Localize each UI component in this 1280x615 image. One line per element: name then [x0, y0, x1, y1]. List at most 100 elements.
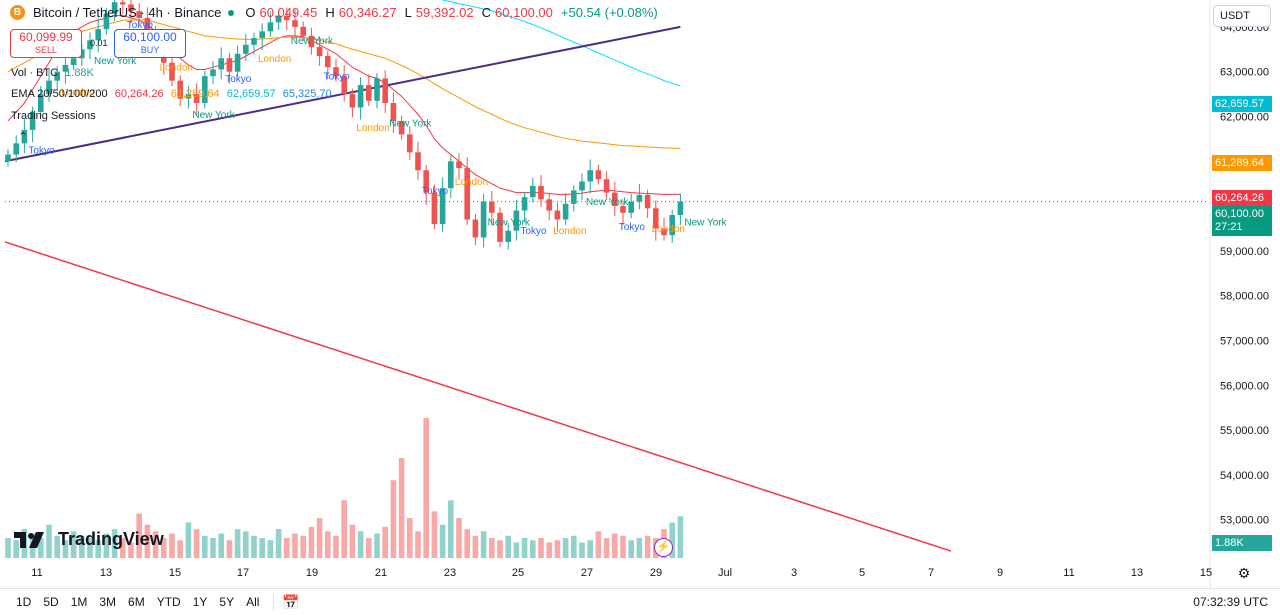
volume-bar	[275, 529, 282, 558]
candle-body	[21, 129, 28, 144]
price-chart[interactable]: 64,000.0063,000.0062,000.0061,000.0059,0…	[0, 0, 1280, 588]
y-tick-label: 59,000.00	[1220, 246, 1269, 258]
candle-body	[210, 69, 216, 77]
sell-button[interactable]: 60,099.99 SELL	[10, 29, 82, 58]
session-label: London	[553, 226, 586, 237]
y-tick-label: 53,000.00	[1220, 515, 1269, 527]
volume-bar	[79, 535, 85, 558]
buy-button[interactable]: 60,100.00 BUY	[114, 29, 186, 58]
range-button-all[interactable]: All	[240, 595, 265, 609]
candle-body	[325, 56, 331, 68]
range-button-ytd[interactable]: YTD	[151, 595, 187, 609]
candle-body	[95, 29, 101, 41]
candle-body	[456, 161, 462, 168]
range-button-1m[interactable]: 1M	[65, 595, 94, 609]
y-tick-label: 57,000.00	[1220, 335, 1269, 347]
volume-bar	[431, 511, 438, 558]
candle-body	[579, 181, 585, 191]
candle-body	[521, 197, 528, 211]
last-price-tag: 60,100.00 27:21	[1212, 206, 1272, 236]
range-button-1y[interactable]: 1Y	[187, 595, 214, 609]
x-tick-label: 15	[1200, 567, 1212, 579]
y-tick-label: 55,000.00	[1220, 425, 1269, 437]
candle-body	[275, 15, 282, 23]
volume-bar	[538, 538, 544, 558]
candle-body	[251, 38, 257, 45]
range-button-6m[interactable]: 6M	[122, 595, 151, 609]
volume-bar	[546, 542, 552, 558]
volume-bar	[120, 538, 126, 558]
candle-body	[423, 170, 429, 193]
tradingview-logo[interactable]: TradingView	[14, 529, 164, 550]
currency-selector[interactable]: USDT	[1213, 5, 1271, 27]
volume-bar	[70, 531, 77, 558]
volume-bar	[456, 518, 462, 558]
ema50-line	[7, 19, 681, 149]
volume-bar	[603, 538, 610, 558]
range-button-5y[interactable]: 5Y	[213, 595, 240, 609]
range-button-5d[interactable]: 5D	[37, 595, 64, 609]
candle-body	[431, 192, 438, 224]
y-tick-label: 63,000.00	[1220, 67, 1269, 79]
volume-bar	[38, 538, 44, 558]
candle-body	[243, 44, 249, 54]
y-tick-label: 54,000.00	[1220, 470, 1269, 482]
range-button-1d[interactable]: 1D	[10, 595, 37, 609]
candle-body	[292, 20, 298, 27]
candle-body	[259, 31, 265, 39]
session-label: London	[258, 54, 291, 65]
volume-bar	[136, 513, 142, 558]
candle-body	[374, 78, 380, 101]
chevron-up-icon[interactable]: ⌃	[18, 131, 28, 143]
market-status-dot	[228, 9, 235, 16]
session-label: New York	[291, 36, 334, 47]
toolbar-divider	[273, 594, 275, 610]
candle-body	[29, 112, 36, 130]
volume-bar	[472, 535, 479, 558]
x-tick-label: 13	[1131, 567, 1143, 579]
volume-bar	[636, 538, 643, 558]
x-tick-label: 11	[31, 567, 42, 579]
volume-bar	[62, 540, 69, 558]
sessions-legend[interactable]: Trading Sessions	[11, 110, 100, 122]
x-tick-label: Jul	[718, 567, 732, 579]
candle-body	[218, 58, 224, 70]
candle-body	[349, 94, 356, 108]
range-button-3m[interactable]: 3M	[93, 595, 122, 609]
volume-bar	[628, 540, 634, 558]
volume-bar	[415, 531, 421, 558]
candle-body	[120, 2, 126, 5]
candle-body	[636, 194, 643, 202]
candle-body	[513, 210, 520, 231]
bitcoin-icon: B	[10, 5, 25, 20]
ema-legend[interactable]: EMA 20/50/100/200 60,264.26 61,289.64 62…	[11, 88, 336, 100]
volume-bar	[13, 540, 19, 558]
tradingview-logo-icon	[14, 531, 44, 548]
volume-bar	[325, 531, 331, 558]
symbol-title[interactable]: Bitcoin / TetherUS · 4h · Binance	[33, 5, 222, 20]
candle-body	[439, 188, 446, 224]
volume-bar	[521, 538, 528, 558]
volume-bar	[579, 542, 585, 558]
utc-clock[interactable]: 07:32:39 UTC	[1193, 595, 1268, 609]
red-trendline[interactable]	[4, 241, 952, 552]
candle-body	[234, 53, 241, 72]
candle-body	[554, 210, 561, 220]
volume-bar	[587, 540, 593, 558]
tradingview-logo-text: TradingView	[58, 529, 164, 549]
candle-body	[480, 201, 487, 238]
candle-body	[390, 103, 397, 121]
volume-bar	[103, 533, 110, 558]
gear-icon[interactable]: ⚙	[1237, 565, 1251, 581]
lightning-icon[interactable]: ⚡	[654, 538, 673, 557]
y-tick-label: 64,000.00	[1220, 22, 1269, 34]
candle-body	[62, 64, 69, 72]
volume-bar	[357, 531, 364, 558]
high-value: 60,346.27	[338, 5, 397, 20]
ema100-price-tag: 62,659.57	[1212, 96, 1272, 112]
candle-body	[587, 170, 593, 182]
calendar-icon[interactable]: 📅	[282, 593, 300, 610]
volume-bar	[349, 524, 356, 558]
volume-legend[interactable]: Vol · BTC 1.88K	[11, 67, 98, 79]
candle-body	[341, 76, 347, 95]
